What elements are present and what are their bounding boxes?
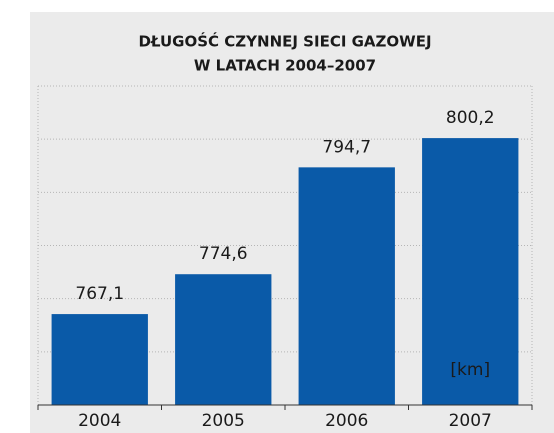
unit-label: [km] [450,360,490,380]
value-label: 800,2 [446,108,495,128]
value-label: 767,1 [75,284,124,304]
x-tick-label: 2004 [78,411,121,431]
chart-title: DŁUGOŚĆ CZYNNEJ SIECI GAZOWEJ [138,32,431,51]
value-label: 794,7 [322,137,371,157]
bar [422,138,519,405]
bar [298,167,395,405]
x-tick-label: 2007 [449,411,492,431]
bar [51,314,148,405]
value-label: 774,6 [199,244,248,264]
x-tick-label: 2006 [325,411,368,431]
x-tick-label: 2005 [202,411,245,431]
chart-title: W LATACH 2004–2007 [194,57,376,75]
bar [175,274,272,405]
